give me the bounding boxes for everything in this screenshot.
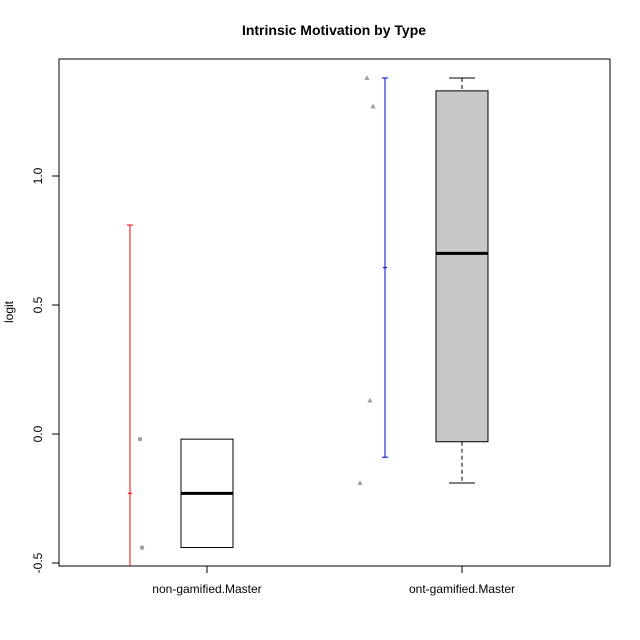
data-point — [367, 397, 373, 403]
y-tick-label: 1.0 — [31, 167, 45, 184]
data-point — [357, 480, 363, 486]
y-tick-label: 0.0 — [31, 425, 45, 442]
chart-marks: -0.5 0.0 0.5 1.0 non-gamified.Master ont-gami… — [31, 75, 515, 596]
x-tick-label: non-gamified.Master — [152, 582, 261, 596]
y-axis-label: logit — [2, 300, 16, 323]
x-tick-label: ont-gamified.Master — [409, 582, 515, 596]
box — [435, 90, 489, 443]
data-point — [139, 545, 145, 550]
y-tick-label: 0.5 — [31, 296, 45, 313]
data-point — [364, 75, 370, 80]
chart-title: Intrinsic Motivation by Type — [242, 22, 426, 38]
data-point — [137, 436, 143, 442]
data-point — [370, 103, 376, 109]
y-tick-label: -0.5 — [31, 552, 45, 573]
